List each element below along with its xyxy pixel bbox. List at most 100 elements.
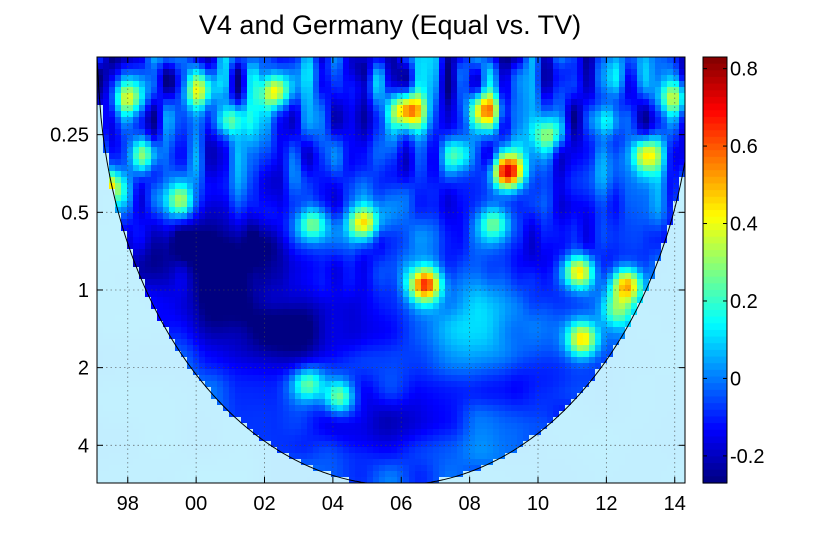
heatmap-cell <box>619 255 625 261</box>
heatmap-cell <box>637 237 643 243</box>
heatmap-cell <box>379 195 385 201</box>
heatmap-cell <box>259 195 265 201</box>
heatmap-cell-outside-coi <box>619 345 625 351</box>
heatmap-cell <box>223 297 229 303</box>
heatmap-cell <box>439 201 445 207</box>
heatmap-cell <box>145 93 151 99</box>
heatmap-cell <box>379 111 385 117</box>
heatmap-cell <box>481 207 487 213</box>
heatmap-cell <box>523 147 529 153</box>
heatmap-cell <box>385 81 391 87</box>
heatmap-cell <box>397 309 403 315</box>
heatmap-cell <box>475 351 481 357</box>
heatmap-cell <box>619 177 625 183</box>
heatmap-cell <box>109 111 115 117</box>
heatmap-cell <box>331 171 337 177</box>
heatmap-cell <box>589 339 595 345</box>
heatmap-cell <box>385 213 391 219</box>
heatmap-cell <box>445 321 451 327</box>
heatmap-cell <box>421 99 427 105</box>
heatmap-cell <box>199 237 205 243</box>
heatmap-cell <box>529 297 535 303</box>
heatmap-cell <box>157 105 163 111</box>
heatmap-cell <box>127 201 133 207</box>
heatmap-cell <box>187 177 193 183</box>
heatmap-cell <box>457 159 463 165</box>
heatmap-cell <box>625 69 631 75</box>
heatmap-cell <box>625 303 631 309</box>
heatmap-cell <box>589 57 595 63</box>
heatmap-cell <box>601 159 607 165</box>
heatmap-cell <box>613 297 619 303</box>
heatmap-cell <box>355 87 361 93</box>
heatmap-cell <box>577 105 583 111</box>
heatmap-cell <box>313 75 319 81</box>
heatmap-cell <box>547 123 553 129</box>
heatmap-cell <box>667 111 673 117</box>
heatmap-cell <box>433 237 439 243</box>
heatmap-cell-outside-coi <box>649 357 655 363</box>
heatmap-cell <box>583 201 589 207</box>
heatmap-cell <box>211 165 217 171</box>
heatmap-cell <box>223 159 229 165</box>
heatmap-cell <box>181 213 187 219</box>
heatmap-cell <box>307 291 313 297</box>
heatmap-cell <box>427 117 433 123</box>
heatmap-cell <box>367 291 373 297</box>
heatmap-cell <box>625 267 631 273</box>
heatmap-cell <box>571 297 577 303</box>
heatmap-cell <box>331 93 337 99</box>
heatmap-cell-outside-coi <box>109 297 115 303</box>
heatmap-cell <box>469 75 475 81</box>
heatmap-cell <box>571 339 577 345</box>
heatmap-cell <box>247 189 253 195</box>
heatmap-cell <box>121 99 127 105</box>
heatmap-cell <box>175 129 181 135</box>
heatmap-cell <box>145 219 151 225</box>
heatmap-cell <box>673 135 679 141</box>
heatmap-cell <box>421 63 427 69</box>
heatmap-cell <box>325 207 331 213</box>
heatmap-cell <box>481 213 487 219</box>
heatmap-cell <box>631 297 637 303</box>
heatmap-cell <box>409 225 415 231</box>
heatmap-cell <box>511 207 517 213</box>
heatmap-cell <box>331 333 337 339</box>
heatmap-cell <box>181 261 187 267</box>
heatmap-cell <box>427 213 433 219</box>
heatmap-cell <box>547 105 553 111</box>
heatmap-cell <box>487 165 493 171</box>
heatmap-cell-outside-coi <box>121 267 127 273</box>
heatmap-cell <box>205 339 211 345</box>
heatmap-cell <box>517 279 523 285</box>
heatmap-cell <box>349 201 355 207</box>
heatmap-cell <box>169 129 175 135</box>
heatmap-cell <box>379 165 385 171</box>
heatmap-cell <box>493 225 499 231</box>
heatmap-cell <box>325 87 331 93</box>
heatmap-cell <box>571 69 577 75</box>
heatmap-cell <box>559 159 565 165</box>
heatmap-cell <box>127 123 133 129</box>
heatmap-cell <box>607 153 613 159</box>
heatmap-cell <box>625 147 631 153</box>
heatmap-cell <box>499 285 505 291</box>
heatmap-cell <box>343 153 349 159</box>
heatmap-cell <box>577 135 583 141</box>
heatmap-cell <box>367 351 373 357</box>
heatmap-cell <box>625 117 631 123</box>
heatmap-cell <box>541 345 547 351</box>
heatmap-cell <box>445 303 451 309</box>
heatmap-cell <box>625 123 631 129</box>
heatmap-cell <box>493 297 499 303</box>
heatmap-cell <box>457 345 463 351</box>
heatmap-cell <box>319 207 325 213</box>
heatmap-cell <box>667 129 673 135</box>
heatmap-cell <box>289 261 295 267</box>
heatmap-cell <box>457 81 463 87</box>
heatmap-cell <box>229 267 235 273</box>
heatmap-cell <box>583 69 589 75</box>
heatmap-cell <box>379 273 385 279</box>
heatmap-cell <box>247 153 253 159</box>
heatmap-cell-outside-coi <box>115 309 121 315</box>
